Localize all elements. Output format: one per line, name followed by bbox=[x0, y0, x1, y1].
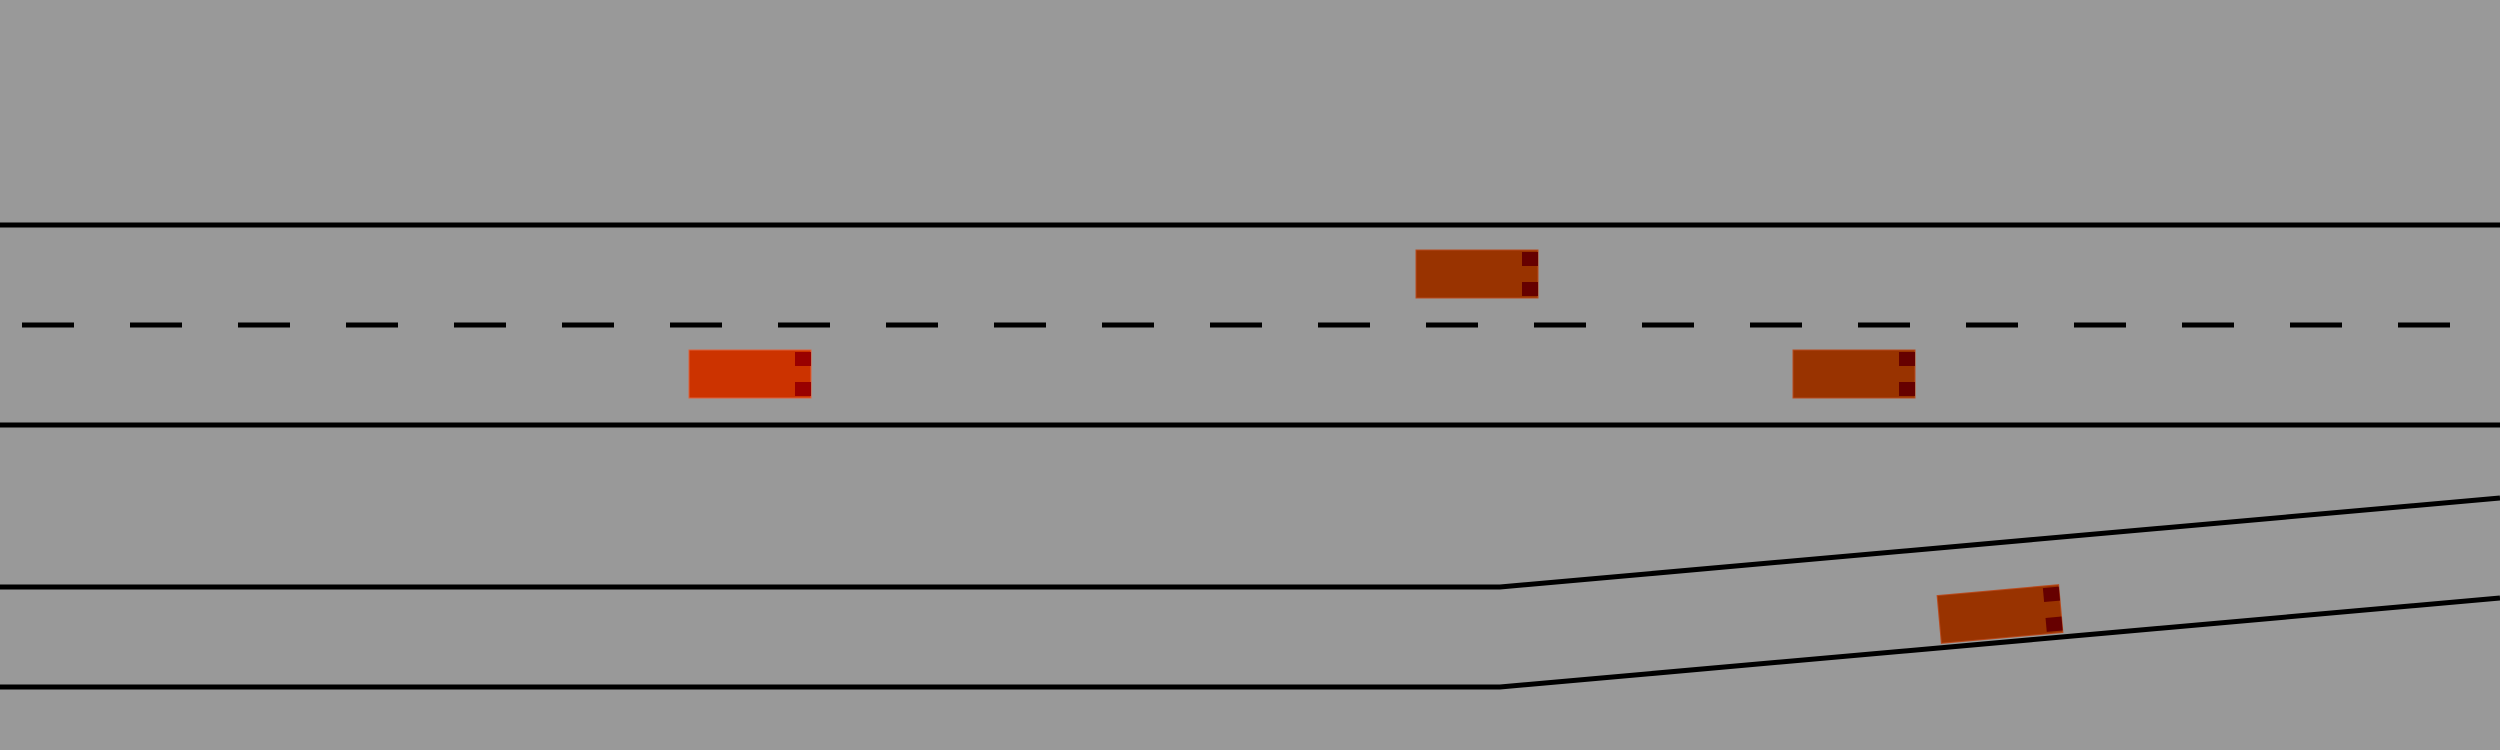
vehicle-npc-upper bbox=[1415, 249, 1539, 299]
vehicle-body bbox=[1415, 249, 1539, 299]
vehicle-light bbox=[1522, 252, 1538, 266]
vehicle-light bbox=[1899, 382, 1915, 396]
vehicle-light bbox=[795, 382, 811, 396]
vehicle-npc-ramp bbox=[1936, 584, 2064, 644]
vehicle-light bbox=[1522, 282, 1538, 296]
vehicle-light bbox=[2045, 616, 2063, 632]
vehicle-body bbox=[688, 349, 812, 399]
vehicle-body bbox=[1936, 584, 2064, 644]
ramp-upper-edge bbox=[0, 495, 2500, 590]
vehicle-ego bbox=[688, 349, 812, 399]
vehicle-npc-lower bbox=[1792, 349, 1916, 399]
vehicle-light bbox=[795, 352, 811, 366]
vehicle-body bbox=[1792, 349, 1916, 399]
ramp-lower-edge bbox=[0, 595, 2500, 690]
vehicle-light bbox=[1899, 352, 1915, 366]
vehicle-light bbox=[2042, 586, 2061, 603]
